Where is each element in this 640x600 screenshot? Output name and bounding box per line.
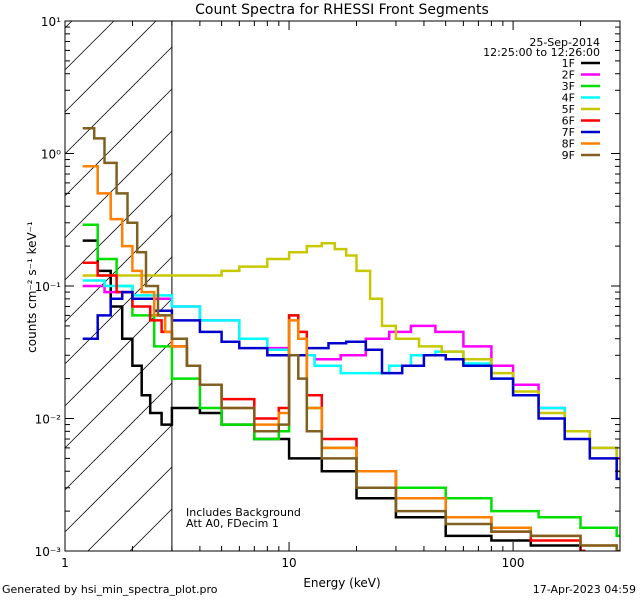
axes: 1 10 100 10⁻³ 10⁻² 10⁻¹ 10⁰ 10¹	[35, 15, 621, 570]
series-line-9F	[82, 127, 620, 551]
annotation-attenuator: Att A0, FDecim 1	[186, 517, 279, 530]
timestamp-footer: 17-Apr-2023 04:59	[532, 583, 636, 596]
legend-date: 25-Sep-2014	[529, 36, 600, 49]
series-lines	[82, 127, 620, 551]
legend-label-6F: 6F	[562, 115, 575, 128]
x-tick-label: 100	[502, 556, 525, 570]
hatch-line	[64, 130, 173, 239]
legend-label-7F: 7F	[562, 126, 575, 139]
annotation-background: Includes Background	[186, 506, 301, 519]
x-axis-label: Energy (keV)	[303, 576, 380, 590]
hatched-region	[64, 20, 173, 552]
hatch-line	[64, 20, 115, 71]
legend-label-4F: 4F	[562, 92, 575, 105]
series-line-4F	[82, 279, 620, 473]
hatch-line	[64, 172, 173, 281]
hatch-line	[64, 46, 173, 155]
legend-label-3F: 3F	[562, 80, 575, 93]
y-tick-label: 10¹	[41, 15, 61, 29]
chart-title: Count Spectra for RHESSI Front Segments	[195, 2, 489, 18]
hatch-line	[64, 424, 173, 533]
series-line-5F	[82, 242, 620, 473]
y-tick-label: 10⁻¹	[35, 280, 62, 294]
legend-label-1F: 1F	[562, 57, 575, 70]
legend-label-8F: 8F	[562, 138, 575, 151]
legend-label-5F: 5F	[562, 103, 575, 116]
hatch-line	[64, 214, 173, 323]
x-tick-label: 1	[61, 556, 69, 570]
legend-label-2F: 2F	[562, 69, 575, 82]
legend-time-range: 12:25:00 to 12:26:00	[483, 46, 600, 59]
legend-label-9F: 9F	[562, 149, 575, 162]
hatch-line	[129, 508, 173, 552]
x-tick-label: 10	[281, 556, 296, 570]
hatch-line	[64, 340, 173, 449]
hatch-line	[64, 88, 173, 197]
y-tick-label: 10⁻³	[35, 545, 62, 559]
y-tick-label: 10⁻²	[35, 413, 62, 427]
hatch-line	[64, 20, 157, 113]
series-line-8F	[82, 165, 620, 551]
y-axis-label: counts cm⁻² s⁻¹ keV⁻¹	[25, 221, 39, 353]
y-tick-label: 10⁰	[41, 148, 61, 162]
series-line-7F	[82, 290, 620, 481]
generated-by-footer: Generated by hsi_min_spectra_plot.pro	[2, 583, 218, 596]
hatch-line	[87, 466, 173, 552]
hatch-line	[64, 382, 173, 491]
series-line-3F	[82, 223, 620, 538]
